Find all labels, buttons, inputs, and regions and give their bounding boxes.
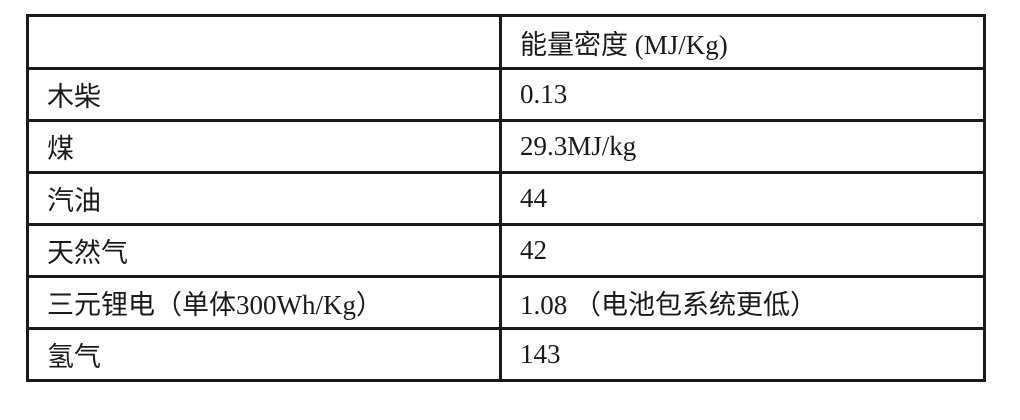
fuel-cell: 木柴 bbox=[26, 67, 502, 122]
table-row: 氢气 143 bbox=[26, 327, 986, 382]
fuel-cell: 汽油 bbox=[26, 171, 502, 226]
table-row: 天然气 42 bbox=[26, 223, 986, 278]
energy-density-table: 能量密度 (MJ/Kg) 木柴 0.13 煤 29.3MJ/kg 汽油 44 天… bbox=[26, 14, 986, 382]
table-row: 煤 29.3MJ/kg bbox=[26, 119, 986, 174]
table-row: 三元锂电（单体300Wh/Kg） 1.08 （电池包系统更低） bbox=[26, 275, 986, 330]
value-cell: 1.08 （电池包系统更低） bbox=[499, 275, 986, 330]
table-header-row: 能量密度 (MJ/Kg) bbox=[26, 14, 986, 70]
fuel-cell: 煤 bbox=[26, 119, 502, 174]
value-cell: 29.3MJ/kg bbox=[499, 119, 986, 174]
value-cell: 42 bbox=[499, 223, 986, 278]
table-row: 木柴 0.13 bbox=[26, 67, 986, 122]
fuel-cell: 天然气 bbox=[26, 223, 502, 278]
header-cell-empty bbox=[26, 14, 502, 70]
table-row: 汽油 44 bbox=[26, 171, 986, 226]
header-cell-energy-density: 能量密度 (MJ/Kg) bbox=[499, 14, 986, 70]
value-cell: 0.13 bbox=[499, 67, 986, 122]
value-cell: 143 bbox=[499, 327, 986, 382]
fuel-cell: 三元锂电（单体300Wh/Kg） bbox=[26, 275, 502, 330]
value-cell: 44 bbox=[499, 171, 986, 226]
fuel-cell: 氢气 bbox=[26, 327, 502, 382]
